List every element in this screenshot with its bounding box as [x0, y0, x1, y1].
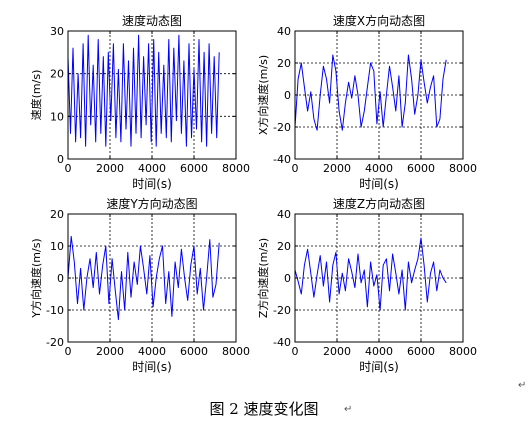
- x-tick-label: 2000: [96, 162, 124, 175]
- x-tick-label: 2000: [323, 162, 351, 175]
- y-tick-label: 20: [50, 208, 64, 221]
- x-axis-label: 时间(s): [359, 177, 399, 191]
- x-tick-label: 6000: [407, 345, 435, 358]
- x-tick-label: 6000: [180, 345, 208, 358]
- y-axis-label: X方向速度(m/s): [256, 55, 270, 135]
- x-tick-label: 6000: [407, 162, 435, 175]
- series-line-1: [294, 237, 447, 311]
- y-tick-label: -20: [46, 336, 64, 349]
- y-tick-label: 20: [277, 240, 291, 253]
- figure-caption: 图 2 速度变化图: [209, 400, 319, 418]
- chart-panel-3: 0 2000 4000 6000 8000 -20 -10 0 10 20 速度Y方向动态图时间(s…: [29, 196, 250, 374]
- chart-title: 速度X方向动态图: [333, 13, 425, 28]
- chart-panel-2: 0 2000 4000 6000 8000 -40 -20 0 20 40 速度X方向动态图时间(s…: [256, 13, 477, 191]
- y-tick-label: 40: [277, 208, 291, 221]
- x-axis-label: 时间(s): [132, 177, 172, 191]
- caption-paragraph-mark: ↵: [344, 404, 353, 415]
- x-tick-label: 6000: [180, 162, 208, 175]
- series-line-1: [67, 235, 220, 321]
- y-axis-label: Y方向速度(m/s): [29, 238, 43, 318]
- x-tick-label: 4000: [138, 345, 166, 358]
- x-tick-label: 2000: [96, 345, 124, 358]
- y-tick-label: -10: [46, 304, 64, 317]
- x-axis-label: 时间(s): [132, 360, 172, 374]
- x-tick-label: 4000: [365, 345, 393, 358]
- y-tick-label: 0: [57, 272, 64, 285]
- x-tick-label: 0: [65, 345, 72, 358]
- x-tick-label: 4000: [365, 162, 393, 175]
- y-tick-label: 10: [50, 110, 64, 123]
- x-tick-label: 8000: [449, 345, 477, 358]
- y-tick-label: -20: [273, 121, 291, 134]
- y-tick-label: -20: [273, 304, 291, 317]
- y-axis-label: 速度(m/s): [29, 70, 43, 121]
- y-tick-label: 20: [50, 68, 64, 81]
- y-tick-label: 30: [50, 25, 64, 38]
- x-tick-label: 0: [65, 162, 72, 175]
- y-tick-label: 0: [284, 272, 291, 285]
- paragraph-mark: ↵: [518, 380, 527, 391]
- chart-title: 速度动态图: [122, 13, 182, 28]
- y-axis-label: Z方向速度(m/s): [256, 238, 270, 318]
- x-tick-label: 0: [292, 345, 299, 358]
- y-tick-label: 10: [50, 240, 64, 253]
- y-tick-label: 0: [57, 153, 64, 166]
- y-tick-label: -40: [273, 153, 291, 166]
- y-tick-label: 0: [284, 89, 291, 102]
- x-axis-label: 时间(s): [359, 360, 399, 374]
- series-line-1: [67, 34, 220, 147]
- y-tick-label: 40: [277, 25, 291, 38]
- y-tick-label: 20: [277, 57, 291, 70]
- chart-title: 速度Y方向动态图: [106, 196, 197, 211]
- chart-title: 速度Z方向动态图: [333, 196, 425, 211]
- chart-panel-4: 0 2000 4000 6000 8000 -40 -20 0 20 40 速度Z方向动态图时间(s…: [256, 196, 477, 374]
- x-tick-label: 0: [292, 162, 299, 175]
- x-tick-label: 8000: [222, 162, 250, 175]
- x-tick-label: 8000: [449, 162, 477, 175]
- x-tick-label: 8000: [222, 345, 250, 358]
- y-tick-label: -40: [273, 336, 291, 349]
- x-tick-label: 4000: [138, 162, 166, 175]
- x-tick-label: 2000: [323, 345, 351, 358]
- series-line-1: [294, 54, 447, 131]
